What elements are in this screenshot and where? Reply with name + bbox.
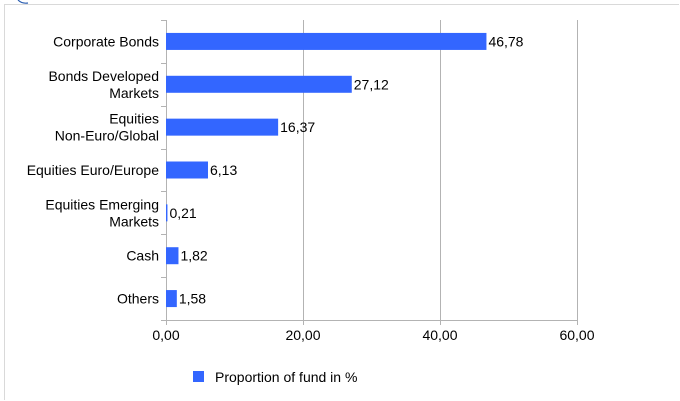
bar-series xyxy=(166,32,487,308)
value-labels: 46,78 27,12 16,37 6,13 0,21 1,82 1,58 xyxy=(169,33,523,306)
value-label: 27,12 xyxy=(354,76,389,92)
value-label: 0,21 xyxy=(169,205,196,221)
chart-frame xyxy=(4,4,679,400)
category-label: Cash xyxy=(126,248,159,264)
bar xyxy=(166,290,177,308)
bar xyxy=(166,32,487,50)
legend: Proportion of fund in % xyxy=(193,369,357,385)
value-label: 6,13 xyxy=(210,162,237,178)
x-tick-label: 0,00 xyxy=(152,327,179,343)
legend-label: Proportion of fund in % xyxy=(215,369,357,385)
bar xyxy=(166,204,168,222)
category-label: Equities Non-Euro/Global xyxy=(55,111,159,144)
x-tick-label: 20,00 xyxy=(285,327,320,343)
x-tick-label: 60,00 xyxy=(559,327,594,343)
value-label: 1,82 xyxy=(180,248,207,264)
category-label: Bonds Developed Markets xyxy=(48,68,159,101)
bar xyxy=(166,247,179,265)
category-label: Equities Euro/Europe xyxy=(27,162,160,178)
value-label: 16,37 xyxy=(280,119,315,135)
value-label: 46,78 xyxy=(488,33,523,49)
category-label: Equities Emerging Markets xyxy=(45,196,159,229)
bar xyxy=(166,75,352,93)
bar xyxy=(166,118,279,136)
bar xyxy=(166,161,208,179)
x-tick-label: 40,00 xyxy=(422,327,457,343)
category-label: Corporate Bonds xyxy=(53,33,159,49)
legend-swatch xyxy=(193,371,204,382)
frame-corner-decoration xyxy=(17,0,29,4)
category-label: Others xyxy=(117,291,159,307)
category-labels: Corporate Bonds Bonds Developed Markets Equ… xyxy=(27,33,160,306)
x-axis-tick-labels: 0,00 20,00 40,00 60,00 xyxy=(152,327,594,343)
value-label: 1,58 xyxy=(179,291,206,307)
